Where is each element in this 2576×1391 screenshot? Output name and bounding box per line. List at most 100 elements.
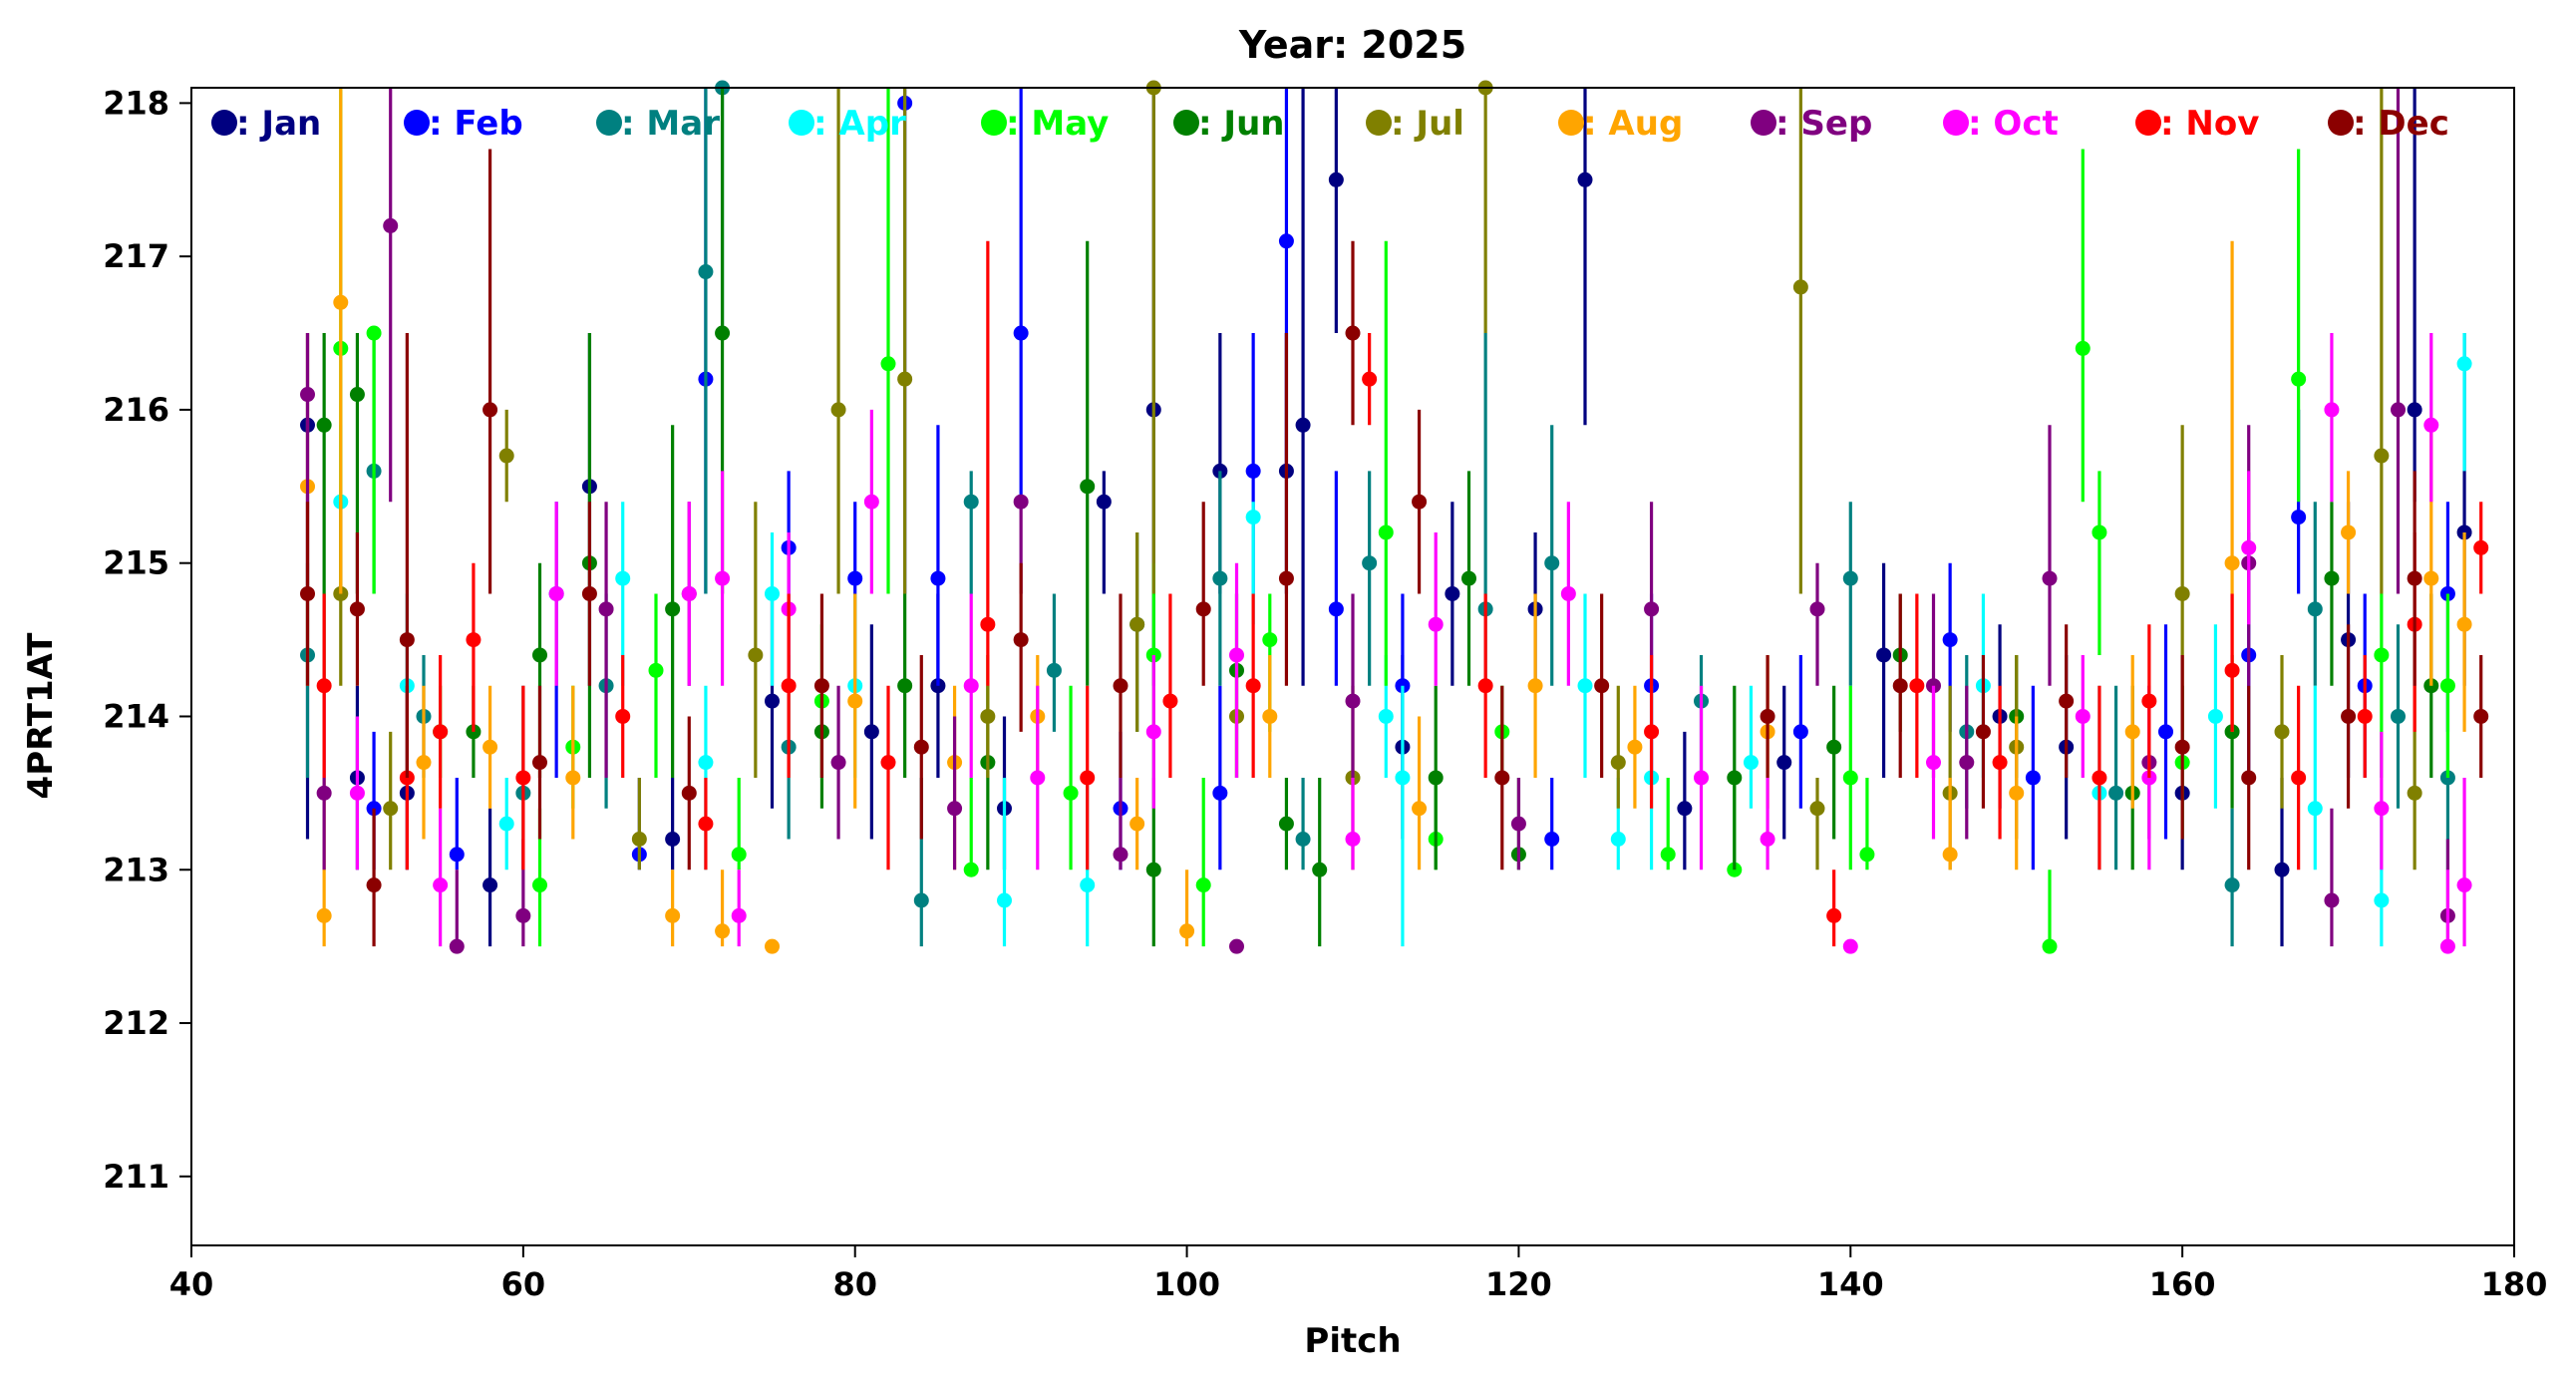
x-axis: 40 60 80 100 120 140 160 180 bbox=[169, 1245, 2547, 1303]
data-point bbox=[483, 877, 498, 893]
data-point bbox=[1145, 724, 1161, 740]
data-point bbox=[1809, 601, 1825, 617]
legend-item-apr: : Apr bbox=[789, 104, 906, 144]
legend-item-dec: : Dec bbox=[2328, 104, 2449, 144]
data-point bbox=[648, 662, 664, 678]
data-point bbox=[765, 585, 780, 601]
data-point bbox=[1776, 755, 1792, 771]
data-point bbox=[1445, 585, 1460, 601]
data-point bbox=[2456, 616, 2472, 632]
data-point bbox=[2439, 938, 2455, 954]
data-point bbox=[963, 862, 979, 877]
data-point bbox=[897, 371, 913, 387]
data-point bbox=[1892, 678, 1908, 694]
plot-area bbox=[300, 80, 2489, 954]
data-point bbox=[1975, 724, 1991, 740]
data-point bbox=[897, 678, 913, 694]
data-point bbox=[2407, 570, 2422, 586]
legend-item-sep: : Sep bbox=[1751, 104, 1872, 144]
data-point bbox=[1544, 555, 1560, 571]
data-point bbox=[1743, 755, 1759, 771]
data-point bbox=[2423, 570, 2439, 586]
data-point bbox=[383, 801, 399, 817]
data-point bbox=[433, 724, 449, 740]
series-nov bbox=[316, 240, 2489, 947]
legend: : Jan: Feb: Mar: Apr: May: Jun: Jul: Aug… bbox=[211, 104, 2449, 144]
data-point bbox=[1129, 616, 1145, 632]
legend-label: : Dec bbox=[2353, 104, 2449, 144]
data-point bbox=[2158, 724, 2173, 740]
legend-label: : Jun bbox=[1198, 104, 1285, 144]
data-point bbox=[863, 494, 879, 510]
data-point bbox=[2473, 708, 2489, 724]
data-point bbox=[1809, 801, 1825, 817]
data-point bbox=[466, 632, 482, 648]
data-point bbox=[366, 325, 382, 341]
data-point bbox=[1063, 785, 1079, 801]
data-point bbox=[1212, 785, 1228, 801]
data-point bbox=[2274, 724, 2290, 740]
data-point bbox=[1644, 601, 1660, 617]
data-point bbox=[366, 877, 382, 893]
data-point bbox=[2224, 877, 2240, 893]
data-point bbox=[748, 647, 764, 663]
data-point bbox=[1477, 678, 1493, 694]
data-point bbox=[1510, 816, 1526, 832]
data-point bbox=[1959, 755, 1975, 771]
data-point bbox=[880, 356, 896, 372]
data-point bbox=[2224, 662, 2240, 678]
data-point bbox=[1328, 601, 1344, 617]
y-tick-label: 215 bbox=[103, 544, 169, 582]
data-point bbox=[2456, 877, 2472, 893]
data-point bbox=[930, 570, 946, 586]
data-point bbox=[2473, 539, 2489, 555]
data-point bbox=[1926, 755, 1941, 771]
data-point bbox=[498, 448, 514, 464]
data-point bbox=[1162, 693, 1178, 709]
legend-label: : Jul bbox=[1391, 104, 1464, 144]
x-tick-label: 140 bbox=[1817, 1265, 1884, 1303]
data-point bbox=[698, 755, 714, 771]
data-point bbox=[2374, 448, 2390, 464]
legend-label: : May bbox=[1006, 104, 1109, 144]
data-point bbox=[1278, 233, 1294, 249]
data-point bbox=[1677, 801, 1693, 817]
data-point bbox=[1195, 877, 1211, 893]
data-point bbox=[1013, 325, 1029, 341]
x-tick-label: 120 bbox=[1485, 1265, 1552, 1303]
data-point bbox=[1727, 770, 1743, 786]
legend-marker bbox=[1366, 110, 1392, 136]
data-point bbox=[1842, 938, 1858, 954]
data-point bbox=[2391, 402, 2406, 418]
legend-item-aug: : Aug bbox=[1558, 104, 1683, 144]
legend-marker bbox=[1558, 110, 1584, 136]
data-point bbox=[2374, 647, 2390, 663]
data-point bbox=[1412, 494, 1428, 510]
data-point bbox=[863, 724, 879, 740]
data-point bbox=[1345, 831, 1361, 847]
data-point bbox=[1544, 831, 1560, 847]
data-point bbox=[1792, 279, 1808, 295]
data-point bbox=[1876, 647, 1892, 663]
data-point bbox=[1577, 172, 1593, 187]
data-point bbox=[449, 847, 465, 863]
data-point bbox=[515, 770, 531, 786]
data-point bbox=[1345, 325, 1361, 341]
data-point bbox=[1577, 678, 1593, 694]
legend-marker bbox=[1943, 110, 1969, 136]
data-point bbox=[2075, 340, 2091, 356]
data-point bbox=[1013, 632, 1029, 648]
legend-item-nov: : Nov bbox=[2135, 104, 2259, 144]
data-point bbox=[847, 570, 863, 586]
legend-label: : Oct bbox=[1968, 104, 2059, 144]
series-sep bbox=[300, 88, 2455, 954]
legend-marker bbox=[789, 110, 814, 136]
data-point bbox=[2042, 938, 2058, 954]
data-point bbox=[1859, 847, 1875, 863]
data-point bbox=[2174, 585, 2190, 601]
data-point bbox=[681, 785, 697, 801]
y-tick-label: 217 bbox=[103, 237, 169, 275]
data-point bbox=[300, 387, 315, 403]
data-point bbox=[1245, 463, 1261, 479]
